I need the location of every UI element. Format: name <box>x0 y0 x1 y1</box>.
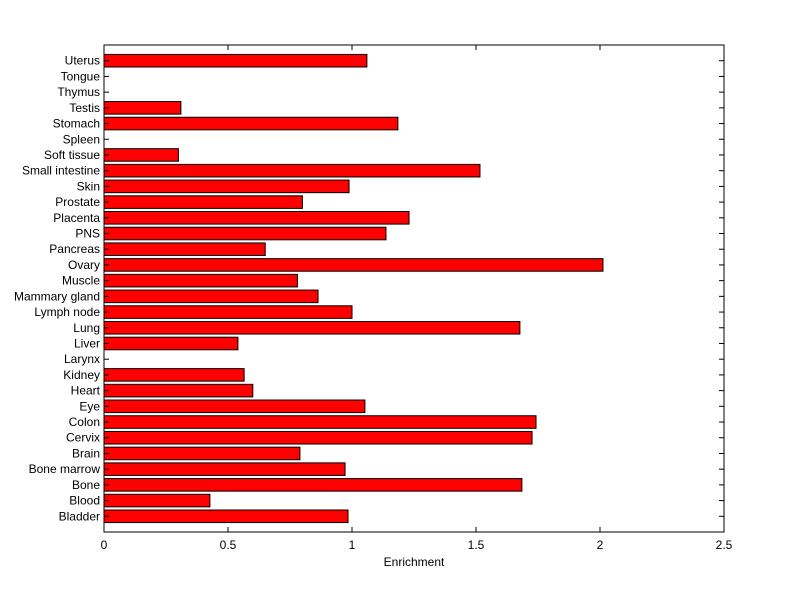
y-tick-label: Lymph node <box>34 305 100 319</box>
y-tick-label: Prostate <box>55 195 100 209</box>
bar-muscle <box>103 273 298 288</box>
y-tick-label: Small intestine <box>22 164 100 178</box>
y-tick-label: Soft tissue <box>44 148 100 162</box>
bar-stomach <box>103 116 399 131</box>
y-tick-label: Bone marrow <box>29 462 101 476</box>
bar-kidney <box>103 368 245 382</box>
x-axis-label: Enrichment <box>384 555 445 569</box>
bar-skin <box>103 179 350 194</box>
y-tick-label: Spleen <box>63 132 100 146</box>
bar-uterus <box>103 53 368 68</box>
bar-brain <box>103 446 301 461</box>
y-tick-label: Cervix <box>66 431 100 445</box>
y-tick-label: Mammary gland <box>14 289 100 303</box>
y-tick-label: Larynx <box>64 352 100 366</box>
bar-soft-tissue <box>103 148 179 162</box>
y-tick-label: Bladder <box>59 509 100 523</box>
bar-eye <box>103 399 366 414</box>
bar-lung <box>103 320 521 335</box>
x-tick-label: 0 <box>101 538 108 552</box>
ticks <box>103 45 725 532</box>
bar-cervix <box>103 430 533 445</box>
y-tick-label: Eye <box>79 399 100 413</box>
bar-small-intestine <box>103 163 481 178</box>
bar-prostate <box>103 195 303 209</box>
y-tick-label: Muscle <box>62 274 100 288</box>
bar-blood <box>103 493 211 508</box>
y-tick-label: Blood <box>69 494 100 508</box>
y-tick-label: Tongue <box>61 69 101 83</box>
x-tick-label: 1.5 <box>468 538 485 552</box>
y-tick-label: Colon <box>69 415 100 429</box>
y-tick-label: Uterus <box>65 54 100 68</box>
y-tick-label: Heart <box>71 384 101 398</box>
y-tick-label: Thymus <box>57 85 100 99</box>
y-tick-label: Liver <box>74 336 100 350</box>
bar-heart <box>103 383 254 398</box>
bar-bladder <box>103 509 349 524</box>
bar-placenta <box>103 211 410 225</box>
plot-frame <box>103 44 725 533</box>
bar-ovary <box>103 258 604 272</box>
y-tick-label: Lung <box>73 321 100 335</box>
bar-liver <box>103 336 239 351</box>
x-tick-label: 2 <box>597 538 604 552</box>
x-tick-label: 2.5 <box>716 538 733 552</box>
bar-bone-marrow <box>103 462 346 476</box>
bar-testis <box>103 101 182 115</box>
bar-pns <box>103 226 387 241</box>
y-tick-label: Stomach <box>53 117 100 131</box>
y-tick-label: Pancreas <box>49 242 100 256</box>
x-tick-label: 1 <box>349 538 356 552</box>
bar-bone <box>103 478 523 492</box>
bar-colon <box>103 415 537 429</box>
x-tick-label: 0.5 <box>220 538 237 552</box>
y-tick-label: Placenta <box>53 211 100 225</box>
y-tick-label: Skin <box>77 179 100 193</box>
bar-pancreas <box>103 242 266 257</box>
y-tick-label: PNS <box>75 227 100 241</box>
y-tick-label: Testis <box>69 101 100 115</box>
bars <box>103 53 604 524</box>
y-tick-label: Ovary <box>68 258 100 272</box>
y-tick-label: Kidney <box>63 368 100 382</box>
bar-mammary-gland <box>103 289 319 304</box>
bar-lymph-node <box>103 305 353 319</box>
y-tick-label: Bone <box>72 478 100 492</box>
y-tick-label: Brain <box>72 446 100 460</box>
